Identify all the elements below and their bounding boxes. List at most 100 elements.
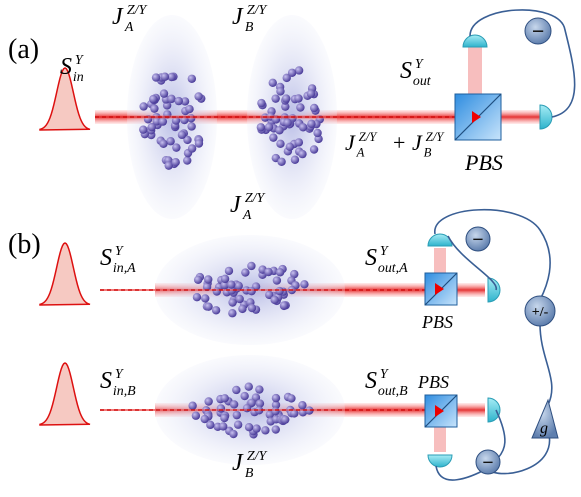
electronic-unit xyxy=(524,295,556,327)
atom xyxy=(192,292,202,302)
beam-arrow xyxy=(472,111,481,123)
detector xyxy=(487,277,501,303)
atom xyxy=(261,426,270,435)
atom xyxy=(228,298,237,307)
detector xyxy=(487,397,501,423)
math-subscript: out,B xyxy=(378,384,408,399)
atom xyxy=(264,122,274,132)
atom xyxy=(164,161,173,170)
atom xyxy=(158,117,168,126)
math-superscript: Y xyxy=(380,367,389,382)
math-symbol: J xyxy=(230,192,242,218)
laser-beam xyxy=(455,403,485,417)
wire xyxy=(469,9,576,118)
atom xyxy=(174,96,183,106)
atom xyxy=(268,78,277,88)
atom xyxy=(200,414,209,424)
math-superscript: Z/Y xyxy=(245,191,266,206)
atom xyxy=(276,87,285,96)
math-superscript: Z/Y xyxy=(247,449,268,464)
atom xyxy=(151,73,161,82)
atom xyxy=(172,143,181,152)
math-subscript: A xyxy=(356,146,365,160)
atom xyxy=(256,123,266,132)
atom xyxy=(147,122,156,132)
atom xyxy=(244,423,254,432)
math-superscript: Z/Y xyxy=(247,3,268,18)
electronic-unit xyxy=(524,17,552,45)
math-superscript: Y xyxy=(415,57,424,72)
atom xyxy=(296,103,305,112)
atom xyxy=(271,400,281,410)
atom xyxy=(212,287,222,296)
math-symbol: J xyxy=(345,130,356,155)
electronic-unit xyxy=(475,449,501,475)
atom xyxy=(306,89,316,98)
atom xyxy=(247,303,257,313)
panel-label: (b) xyxy=(8,229,41,260)
atom xyxy=(187,122,196,131)
atom xyxy=(150,104,159,113)
pbs-label: PBS xyxy=(421,312,453,332)
atom xyxy=(234,281,243,291)
math-symbol: S xyxy=(400,58,412,84)
atom xyxy=(233,420,243,429)
layout xyxy=(39,9,576,481)
atom xyxy=(224,266,234,276)
math-subscript: A xyxy=(124,20,134,35)
atom xyxy=(310,103,319,113)
math-operator: + xyxy=(393,130,405,155)
atom xyxy=(227,280,236,289)
atom xyxy=(257,98,266,108)
atom xyxy=(232,410,242,420)
atom xyxy=(159,139,168,148)
atom xyxy=(152,117,161,126)
atom xyxy=(275,126,284,135)
atom xyxy=(255,399,265,408)
atom xyxy=(271,94,280,103)
pbs-label: PBS xyxy=(417,372,449,392)
atom xyxy=(235,294,244,304)
atom xyxy=(264,267,273,277)
atom xyxy=(238,304,247,314)
math-subscript: in xyxy=(73,70,84,85)
atom xyxy=(276,139,285,149)
atom xyxy=(313,128,322,138)
math-superscript: Y xyxy=(380,244,389,259)
atom xyxy=(309,145,319,154)
atom xyxy=(149,94,158,104)
atom xyxy=(290,409,299,418)
gaussian-pulse xyxy=(39,242,91,306)
atom xyxy=(244,382,253,391)
atom xyxy=(275,286,284,296)
math-superscript: Y xyxy=(75,53,84,68)
atom xyxy=(180,97,190,106)
math-symbol: J xyxy=(412,130,423,155)
atom xyxy=(229,429,238,439)
math-subscript: B xyxy=(245,466,254,481)
amplifier-label: g xyxy=(540,420,548,437)
math-superscript: Z/Y xyxy=(127,3,148,18)
atom xyxy=(139,102,148,111)
atom xyxy=(294,66,304,75)
detector xyxy=(462,34,488,48)
math-symbol: S xyxy=(365,245,377,271)
atom xyxy=(307,119,316,129)
math-subscript: B xyxy=(245,20,254,35)
atom xyxy=(298,123,308,132)
math-symbol: J xyxy=(112,4,124,30)
atom xyxy=(183,156,192,165)
atom xyxy=(252,424,261,433)
atom xyxy=(271,393,281,403)
math-symbol: S xyxy=(100,368,112,394)
atom xyxy=(229,400,239,409)
atom xyxy=(204,302,213,311)
atom xyxy=(247,286,256,296)
panel-label: (a) xyxy=(8,34,39,65)
atom xyxy=(275,268,285,277)
atom xyxy=(159,89,169,98)
atom xyxy=(240,391,249,401)
atom xyxy=(290,155,300,164)
